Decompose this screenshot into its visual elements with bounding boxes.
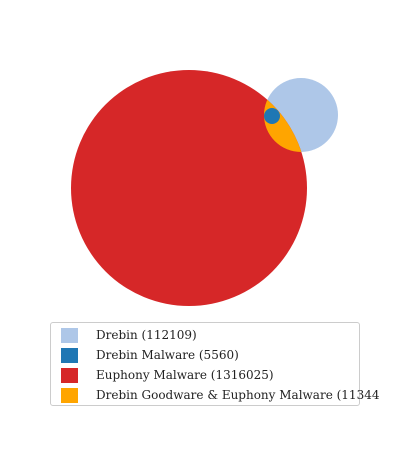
legend-label: Drebin Malware (5560) [96,348,239,362]
legend: Drebin (112109) Drebin Malware (5560) Eu… [50,322,379,406]
legend-label: Euphony Malware (1316025) [96,368,274,382]
legend-label: Drebin Goodware & Euphony Malware (11344 [96,388,380,402]
legend-item-euphony-malware: Euphony Malware (1316025) [61,365,359,385]
legend-item-drebin: Drebin (112109) [61,325,359,345]
venn-diagram [71,70,338,306]
drebin-malware-circle [264,108,280,124]
legend-swatch [61,367,78,383]
legend-label: Drebin (112109) [96,328,197,342]
legend-swatch [61,387,78,403]
legend-item-drebin-malware: Drebin Malware (5560) [61,345,359,365]
legend-swatch [61,327,78,343]
euphony-malware-circle [71,70,307,306]
legend-swatch [61,347,78,363]
legend-item-drebin-goodware-euphony-malware: Drebin Goodware & Euphony Malware (11344 [61,385,379,405]
